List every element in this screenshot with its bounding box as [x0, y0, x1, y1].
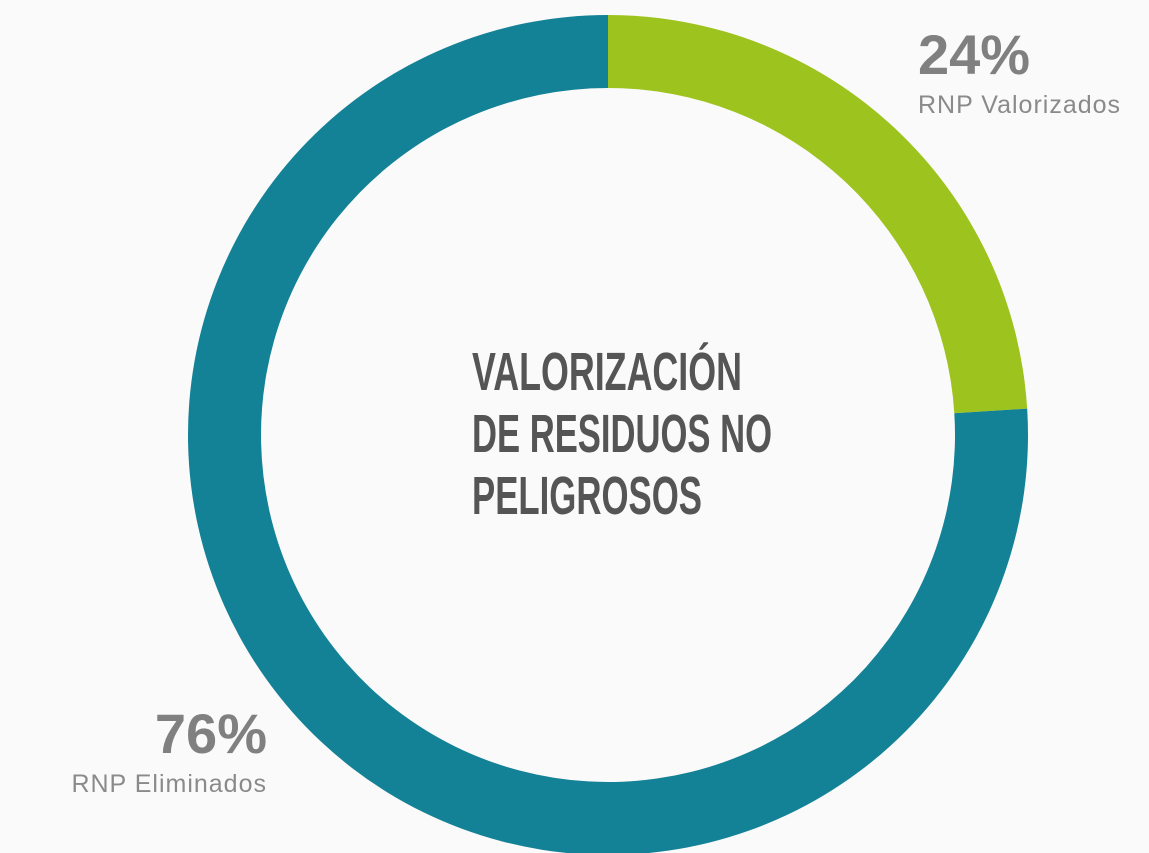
value-label: 24%: [918, 23, 1030, 86]
value-label: 76%: [155, 702, 267, 765]
category-label: RNP Valorizados: [918, 91, 1121, 119]
donut-segment: [608, 15, 1028, 414]
chart-title: DE RESIDUOS NO: [472, 404, 772, 464]
category-label: RNP Eliminados: [71, 770, 267, 798]
chart-title: VALORIZACIÓN: [472, 342, 742, 402]
chart-title: PELIGROSOS: [472, 466, 702, 526]
